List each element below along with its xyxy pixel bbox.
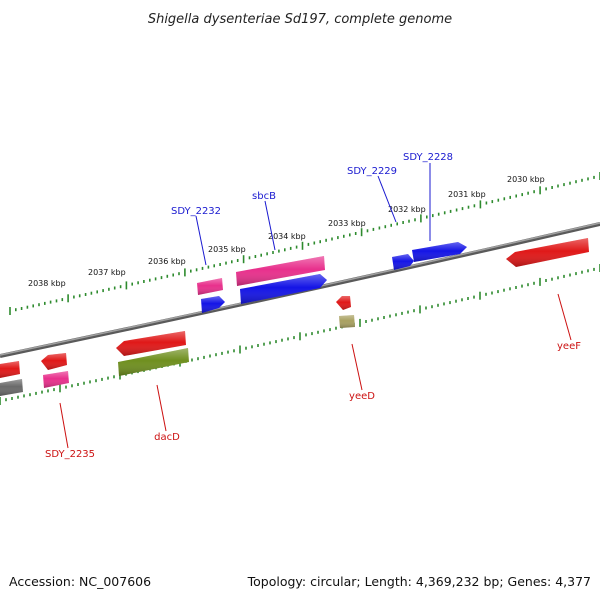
upper-scale-ruler [9, 172, 600, 315]
gene-label-dacd[interactable]: dacD [154, 432, 180, 443]
tick-label-2038: 2038 kbp [28, 279, 66, 288]
tick-label-2030: 2030 kbp [507, 175, 545, 184]
gene-feature-yeef[interactable] [506, 238, 589, 267]
gene-label-yeef[interactable]: yeeF [557, 341, 581, 352]
gene-feature-red-mid[interactable] [116, 331, 186, 356]
gene-label-sdy2235[interactable]: SDY_2235 [45, 449, 95, 460]
gene-feature-sdy2235[interactable] [43, 371, 69, 388]
gene-feature-red-small[interactable] [336, 296, 351, 310]
gene-feature-gray-edge[interactable] [0, 379, 23, 396]
gene-label-sdy2232[interactable]: SDY_2232 [171, 206, 221, 217]
gene-feature-red-left[interactable] [41, 353, 67, 370]
scale-tick-labels: 2030 kbp 2031 kbp 2032 kbp 2033 kbp 2034… [28, 175, 545, 288]
tick-label-2032: 2032 kbp [388, 205, 426, 214]
gene-labels: SDY_2228 SDY_2229 sbcB SDY_2232 yeeF yee… [45, 152, 581, 460]
gene-feature-sdy2232[interactable] [201, 296, 225, 313]
gene-feature-dacd[interactable] [118, 348, 189, 376]
gene-feature-pink-small[interactable] [197, 278, 223, 295]
gene-feature-sbcb[interactable] [240, 274, 327, 304]
gene-label-lines [59, 163, 572, 449]
gene-feature-sdy2228[interactable] [412, 242, 467, 262]
gene-feature-sdy2229[interactable] [392, 254, 414, 270]
gene-label-sdy2228[interactable]: SDY_2228 [403, 152, 453, 163]
gene-label-sdy2229[interactable]: SDY_2229 [347, 166, 397, 177]
gene-feature-pink-upper[interactable] [236, 256, 325, 286]
map-title: Shigella dysenteriae Sd197, complete gen… [148, 12, 452, 27]
gene-feature-red-edge[interactable] [0, 361, 20, 378]
tick-label-2033: 2033 kbp [328, 219, 366, 228]
gene-label-yeed[interactable]: yeeD [349, 391, 375, 402]
tick-label-2034: 2034 kbp [268, 232, 306, 241]
genome-info-label: Topology: circular; Length: 4,369,232 bp… [247, 574, 591, 589]
tick-label-2037: 2037 kbp [88, 268, 126, 277]
tick-label-2036: 2036 kbp [148, 257, 186, 266]
gene-feature-yeed[interactable] [339, 315, 355, 328]
tick-label-2035: 2035 kbp [208, 245, 246, 254]
gene-features [0, 238, 589, 396]
gene-label-sbcb[interactable]: sbcB [252, 191, 276, 202]
tick-label-2031: 2031 kbp [448, 190, 486, 199]
accession-label: Accession: NC_007606 [9, 574, 151, 589]
